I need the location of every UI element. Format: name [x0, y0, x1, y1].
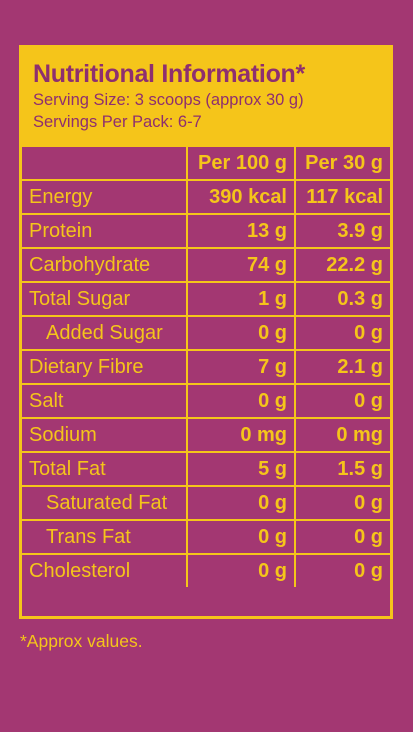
nutrition-header: Nutritional Information* Serving Size: 3… — [22, 48, 390, 147]
header-cell-per30: Per 30 g — [294, 147, 390, 181]
header-cell-label — [22, 147, 188, 181]
value-per-100g: 0 g — [186, 519, 296, 555]
value-per-100g: 74 g — [186, 247, 296, 283]
table-row: Total Sugar 1 g 0.3 g — [22, 281, 390, 317]
value-per-100g: 0 g — [186, 383, 296, 419]
value-per-30g: 0 g — [294, 315, 390, 351]
nutrition-panel: Nutritional Information* Serving Size: 3… — [19, 45, 393, 619]
value-per-30g: 0 mg — [294, 417, 390, 453]
nutrient-label: Cholesterol — [22, 553, 188, 587]
table-row: Total Fat 5 g 1.5 g — [22, 451, 390, 487]
nutrient-label: Energy — [22, 179, 188, 215]
value-per-100g: 0 g — [186, 315, 296, 351]
table-row: Energy 390 kcal 117 kcal — [22, 179, 390, 215]
nutrient-label: Salt — [22, 383, 188, 419]
value-per-30g: 22.2 g — [294, 247, 390, 283]
nutrient-label: Added Sugar — [22, 315, 188, 351]
nutrition-table: Per 100 g Per 30 g Energy 390 kcal 117 kca… — [22, 147, 390, 587]
table-row: Sodium 0 mg 0 mg — [22, 417, 390, 453]
value-per-30g: 3.9 g — [294, 213, 390, 249]
nutrient-label: Carbohydrate — [22, 247, 188, 283]
value-per-100g: 1 g — [186, 281, 296, 317]
servings-per-pack: Servings Per Pack: 6-7 — [33, 113, 202, 131]
table-header-row: Per 100 g Per 30 g — [22, 147, 390, 181]
table-row: Dietary Fibre 7 g 2.1 g — [22, 349, 390, 385]
value-per-100g: 0 g — [186, 485, 296, 521]
value-per-30g: 0 g — [294, 519, 390, 555]
value-per-30g: 2.1 g — [294, 349, 390, 385]
footnote: *Approx values. — [20, 631, 143, 651]
value-per-30g: 0 g — [294, 553, 390, 587]
nutrient-label: Total Fat — [22, 451, 188, 487]
table-row: Carbohydrate 74 g 22.2 g — [22, 247, 390, 283]
value-per-100g: 390 kcal — [186, 179, 296, 215]
value-per-30g: 1.5 g — [294, 451, 390, 487]
serving-size: Serving Size: 3 scoops (approx 30 g) — [33, 91, 304, 109]
nutrient-label: Trans Fat — [22, 519, 188, 555]
table-row: Protein 13 g 3.9 g — [22, 213, 390, 249]
value-per-100g: 5 g — [186, 451, 296, 487]
nutrition-title: Nutritional Information* — [33, 60, 305, 88]
nutrition-table-body: Per 100 g Per 30 g Energy 390 kcal 117 kca… — [22, 147, 390, 587]
nutrient-label: Protein — [22, 213, 188, 249]
nutrient-label: Dietary Fibre — [22, 349, 188, 385]
value-per-100g: 13 g — [186, 213, 296, 249]
value-per-100g: 0 mg — [186, 417, 296, 453]
value-per-30g: 0 g — [294, 485, 390, 521]
value-per-30g: 0.3 g — [294, 281, 390, 317]
value-per-30g: 117 kcal — [294, 179, 390, 215]
nutrient-label: Saturated Fat — [22, 485, 188, 521]
value-per-100g: 0 g — [186, 553, 296, 587]
header-cell-per100: Per 100 g — [186, 147, 296, 181]
value-per-100g: 7 g — [186, 349, 296, 385]
nutrient-label: Total Sugar — [22, 281, 188, 317]
value-per-30g: 0 g — [294, 383, 390, 419]
nutrient-label: Sodium — [22, 417, 188, 453]
